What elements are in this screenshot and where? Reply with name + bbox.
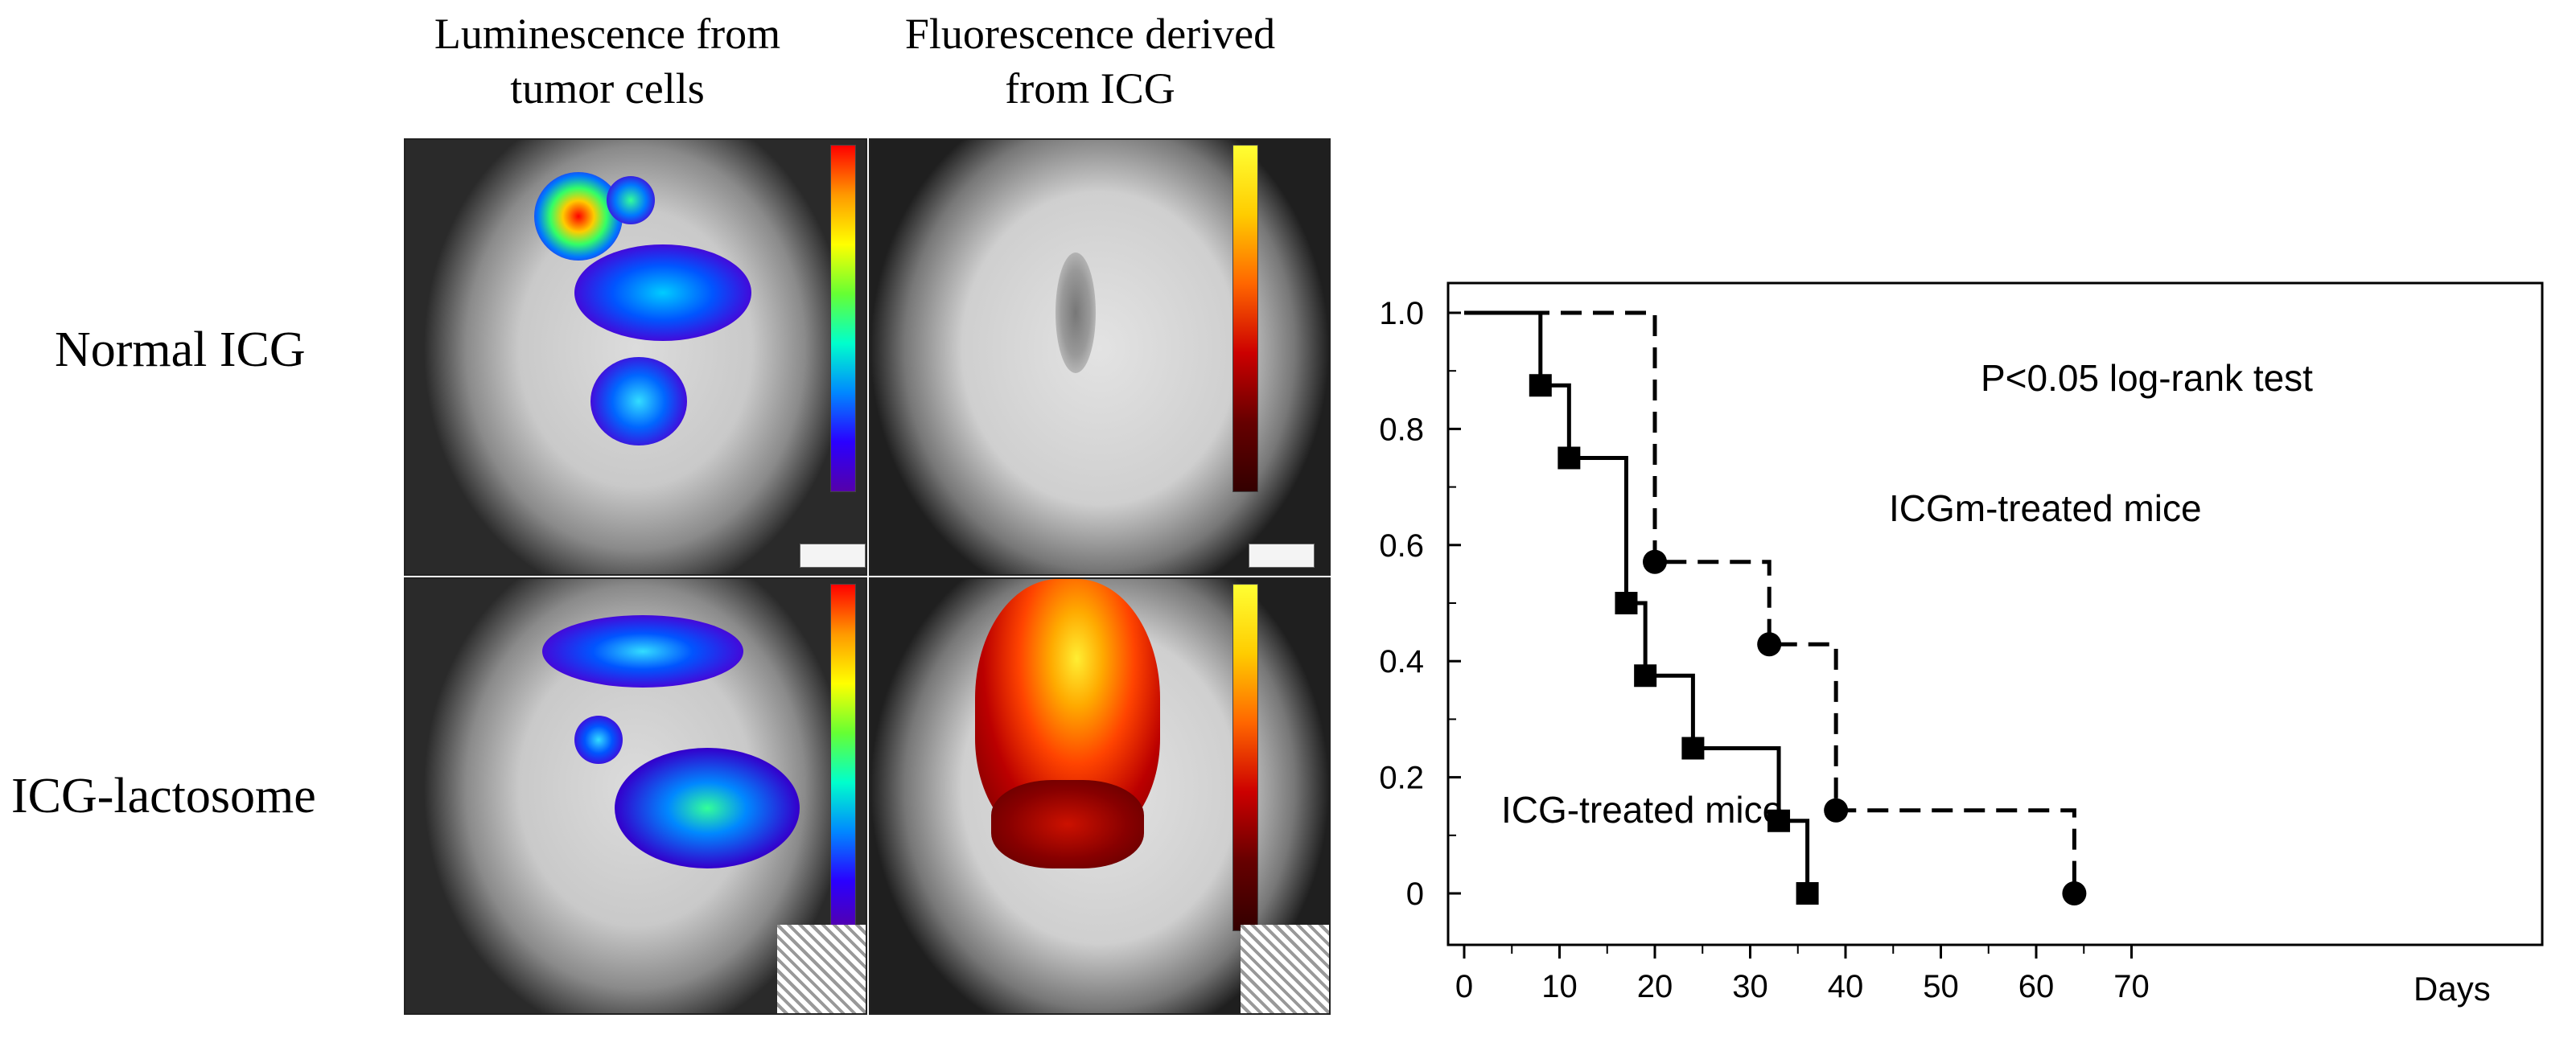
image-icg-lactosome-luminescence — [404, 577, 867, 1015]
luminescence-color-scale — [830, 145, 856, 492]
color-scale-box — [800, 544, 866, 568]
image-icg-lactosome-fluorescence — [869, 577, 1331, 1015]
survival-chart: 0 0.2 0.4 0.6 0.8 1.0 0 10 20 30 40 50 60 70 P<0.05 … — [1379, 281, 2544, 1008]
y-tick-label: 0.2 — [1379, 761, 1424, 796]
x-axis-title: Days — [2413, 970, 2491, 1008]
data-point-circle — [1824, 798, 1849, 823]
column-header-luminescence-line1: Luminescence from — [434, 10, 781, 58]
color-scale-box — [1249, 544, 1315, 568]
fluorescence-color-scale — [1232, 584, 1258, 931]
legend-label-icg: ICG-treated mice — [1501, 789, 1783, 831]
x-tick-label: 70 — [2113, 969, 2150, 1004]
row-label-icg-lactosome: ICG-lactosome — [11, 769, 316, 823]
image-normal-icg-luminescence — [404, 138, 867, 576]
data-point-circle — [1757, 632, 1782, 657]
luminescence-color-scale — [830, 584, 856, 931]
data-point-square — [1558, 446, 1581, 470]
x-tick-label: 0 — [1455, 969, 1473, 1004]
data-point-circle — [2062, 881, 2087, 905]
series-line-icgm — [1464, 310, 2076, 893]
x-axis: 0 10 20 30 40 50 60 70 — [1448, 943, 2542, 1004]
luminescence-hotspot — [534, 172, 623, 261]
data-point-square — [1615, 592, 1638, 614]
x-tick-label: 10 — [1541, 969, 1578, 1004]
x-tick-label: 40 — [1828, 969, 1864, 1004]
column-header-fluorescence: Fluorescence derived from ICG — [853, 6, 1327, 116]
data-point-square — [1767, 809, 1791, 832]
series-layer — [1464, 310, 2087, 905]
fluorescence-color-scale — [1232, 145, 1258, 492]
y-tick-label: 0.4 — [1379, 644, 1424, 679]
luminescence-hotspot — [542, 615, 743, 688]
data-point-square — [1634, 664, 1657, 688]
fluorescence-faint-spot — [1056, 252, 1096, 373]
data-point-square — [1796, 882, 1819, 905]
y-tick-label: 0 — [1406, 877, 1424, 912]
image-normal-icg-fluorescence — [869, 138, 1331, 576]
p-value-annotation: P<0.05 log-rank test — [1981, 357, 2313, 399]
x-tick-label: 60 — [2018, 969, 2055, 1004]
legend-label-icgm: ICGm-treated mice — [1889, 487, 2202, 529]
x-tick-label: 20 — [1637, 969, 1673, 1004]
luminescence-hotspot — [615, 748, 800, 868]
luminescence-hotspot — [574, 716, 623, 764]
data-point-square — [1681, 737, 1705, 760]
x-tick-label: 30 — [1732, 969, 1768, 1004]
y-axis: 0 0.2 0.4 0.6 0.8 1.0 — [1379, 283, 1461, 945]
column-header-luminescence: Luminescence from tumor cells — [378, 6, 837, 116]
y-tick-label: 0.8 — [1379, 412, 1424, 447]
luminescence-hotspot — [574, 244, 751, 341]
x-tick-label: 50 — [1923, 969, 1959, 1004]
fluorescence-signal-region — [991, 780, 1144, 868]
luminescence-hotspot — [591, 357, 687, 445]
hatched-corner — [1241, 925, 1329, 1013]
row-label-normal-icg: Normal ICG — [55, 322, 306, 377]
y-tick-label: 0.6 — [1379, 528, 1424, 564]
y-tick-label: 1.0 — [1379, 296, 1424, 331]
column-header-fluorescence-line2: from ICG — [1005, 64, 1175, 113]
column-header-fluorescence-line1: Fluorescence derived — [904, 10, 1276, 58]
luminescence-hotspot — [607, 176, 655, 224]
hatched-corner — [777, 925, 866, 1013]
column-header-luminescence-line2: tumor cells — [510, 64, 705, 113]
data-point-circle — [1643, 549, 1667, 574]
data-point-square — [1529, 374, 1552, 397]
